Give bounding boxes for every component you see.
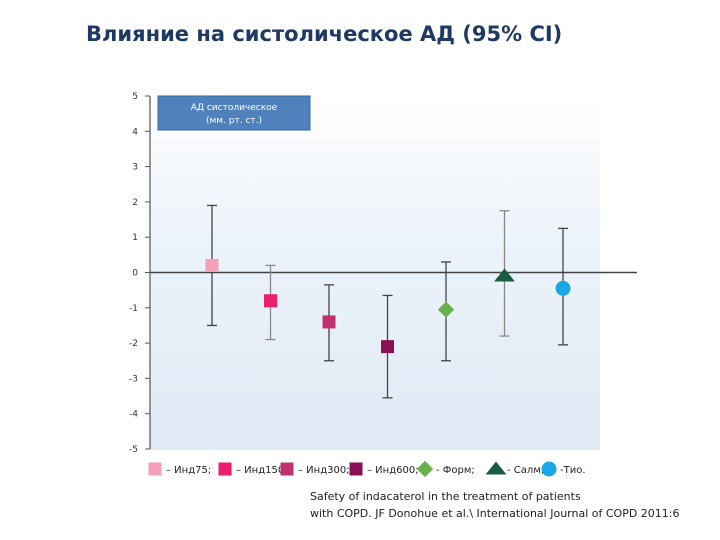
point-marker-square <box>381 340 394 354</box>
citation: Safety of indacaterol in the treatment o… <box>310 488 715 522</box>
y-tick-label: -5 <box>129 445 138 455</box>
y-tick-label: -1 <box>129 304 138 314</box>
y-tick-label: -4 <box>129 410 138 420</box>
legend: – Инд75; – Инд150; – Инд300; – Инд600; - Фор… <box>148 460 586 478</box>
y-tick-label: 0 <box>132 269 138 279</box>
legend-label: – Инд600; <box>367 465 419 476</box>
y-tick-label: 3 <box>132 163 138 173</box>
point-marker-diamond <box>437 301 455 318</box>
annotation-box-bg <box>157 95 311 131</box>
point-estimates <box>205 258 571 354</box>
legend-label: -Тио. <box>560 465 586 476</box>
legend-marker-triangle <box>485 461 507 475</box>
y-tick-label: 1 <box>132 233 138 243</box>
point-marker-square <box>264 294 277 308</box>
y-tick-label: -2 <box>129 339 138 349</box>
legend-label: – Инд150; <box>236 465 288 476</box>
point-marker-circle <box>555 280 571 296</box>
legend-marker-square <box>218 462 232 476</box>
legend-marker-circle <box>541 461 557 477</box>
citation-line2: with COPD. JF Donohue et al.\ Internatio… <box>310 507 680 520</box>
legend-marker-square <box>148 462 162 476</box>
citation-line1: Safety of indacaterol in the treatment o… <box>310 490 581 503</box>
legend-label: – Инд300; <box>298 465 350 476</box>
legend-label: - Салм; <box>507 465 544 476</box>
y-tick-label: 4 <box>132 127 138 137</box>
legend-marker-square <box>280 462 294 476</box>
y-axis: 5 4 3 2 1 0 -1 -2 -3 -4 -5 <box>129 92 637 455</box>
point-marker-square <box>322 315 336 329</box>
slide-title: Влияние на систолическое АД (95% CI) <box>86 22 563 46</box>
legend-marker-diamond <box>416 460 434 478</box>
y-tick-label: -3 <box>129 374 138 384</box>
annotation-box: АД систолическое (мм. рт. ст.) <box>157 95 311 131</box>
y-tick-label: 5 <box>132 92 138 102</box>
legend-label: – Инд75; <box>166 465 211 476</box>
point-marker-triangle <box>494 268 515 282</box>
y-tick-label: 2 <box>132 198 138 208</box>
legend-label: - Форм; <box>436 465 475 476</box>
annotation-box-line1: АД систолическое <box>191 103 278 113</box>
point-marker-square <box>205 258 219 272</box>
annotation-box-line2: (мм. рт. ст.) <box>206 116 262 126</box>
legend-marker-square <box>349 462 363 476</box>
